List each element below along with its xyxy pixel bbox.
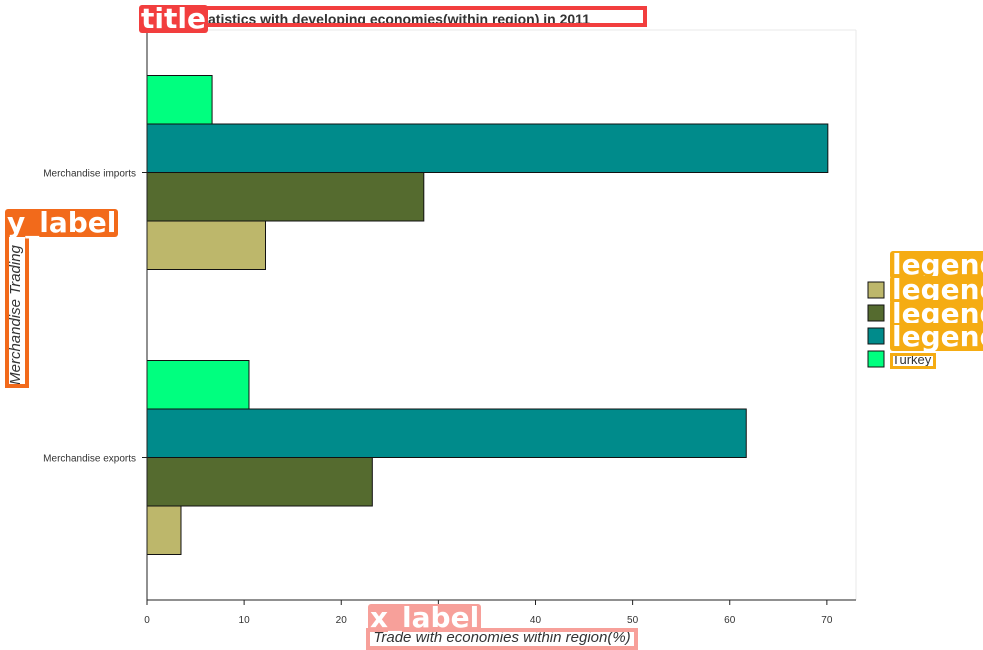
legend-annotation-box xyxy=(890,353,936,369)
bar xyxy=(146,75,213,125)
x-tick-label: 70 xyxy=(821,615,833,626)
legend-swatch xyxy=(867,304,885,322)
legend-annotation-tag: legend xyxy=(890,276,983,304)
x-tick-label: 60 xyxy=(724,615,736,626)
y-label-annotation-tag: y_label xyxy=(5,206,119,239)
x-tick-label: 50 xyxy=(627,615,639,626)
y-tick-label: Merchandise imports xyxy=(43,169,136,180)
y-tick-label: Merchandise exports xyxy=(43,454,136,465)
bar xyxy=(146,172,425,222)
title-annotation-tag: title xyxy=(139,2,208,35)
bar xyxy=(146,408,747,458)
x-label-annotation-box xyxy=(366,628,638,650)
legend-annotation-tag: legend xyxy=(890,251,983,279)
legend-annotation-tag: legend xyxy=(890,323,983,351)
x-tick-label: 10 xyxy=(239,615,251,626)
bar xyxy=(146,457,373,507)
y-label-annotation-box xyxy=(5,233,29,388)
x-tick-label: 40 xyxy=(530,615,542,626)
x-axis-title: Trade with economies within region(%) xyxy=(373,629,630,646)
x-tick-label: 0 xyxy=(144,615,150,626)
x-tick-label: 20 xyxy=(336,615,348,626)
bar xyxy=(146,360,250,410)
legend-swatch xyxy=(867,350,885,368)
bar xyxy=(146,123,829,173)
title-annotation-box xyxy=(140,6,647,27)
bar xyxy=(146,220,266,270)
legend-swatch xyxy=(867,327,885,345)
y-axis-title: Merchandise Trading xyxy=(7,244,24,384)
legend-swatch xyxy=(867,281,885,299)
bar xyxy=(146,505,182,555)
x-label-annotation-tag: x_label xyxy=(368,601,482,634)
